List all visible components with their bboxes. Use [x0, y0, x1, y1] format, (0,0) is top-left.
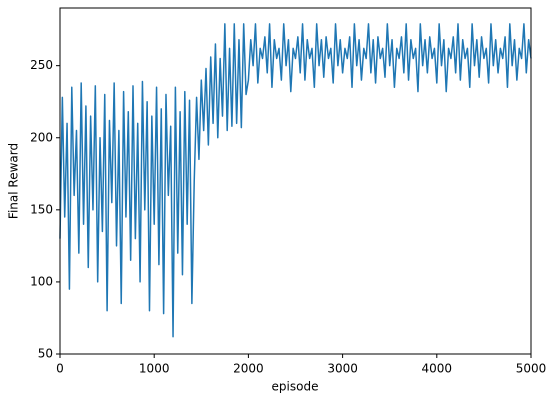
y-tick-label: 100 [30, 274, 53, 288]
y-tick-label: 250 [30, 58, 53, 72]
x-tick-label: 4000 [422, 362, 453, 376]
x-tick-label: 0 [56, 362, 64, 376]
x-tick-label: 1000 [139, 362, 170, 376]
series-line [59, 23, 532, 338]
y-tick-label: 200 [30, 130, 53, 144]
x-tick-label: 2000 [233, 362, 264, 376]
y-tick-label: 50 [38, 347, 53, 361]
y-tick-label: 150 [30, 202, 53, 216]
y-axis-label: Final Reward [7, 143, 21, 219]
plot-frame [59, 7, 532, 355]
x-tick-label: 5000 [516, 362, 547, 376]
x-tick-label: 3000 [327, 362, 358, 376]
x-axis-label: episode [272, 380, 319, 394]
